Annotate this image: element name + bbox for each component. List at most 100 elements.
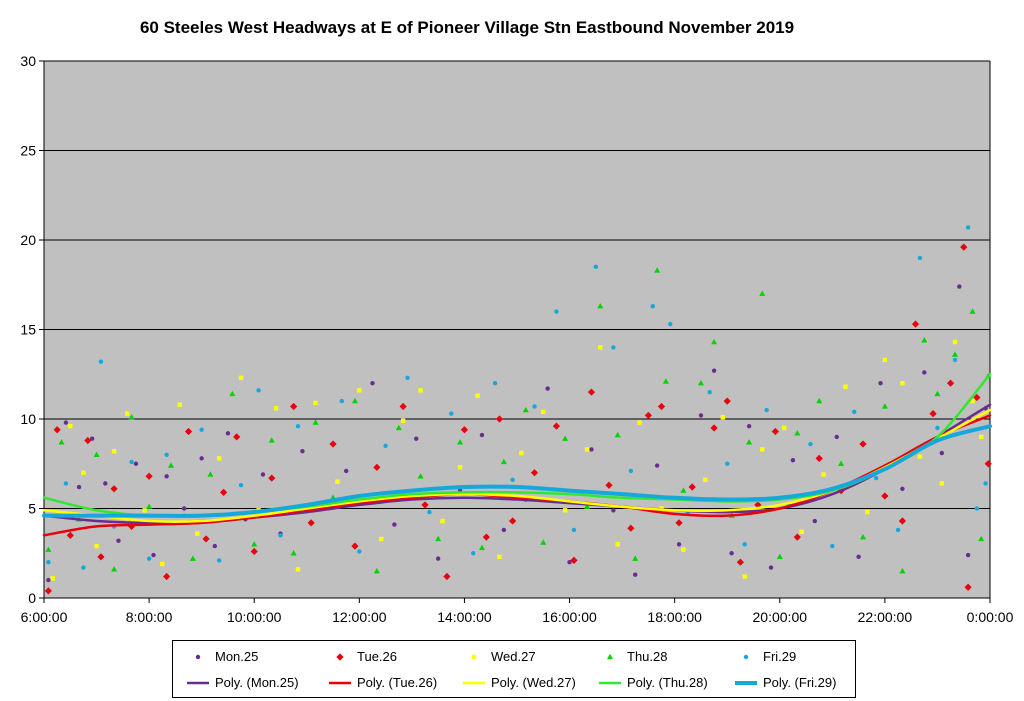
data-point xyxy=(295,423,301,429)
data-point xyxy=(163,572,171,581)
data-point xyxy=(965,552,971,558)
data-point xyxy=(812,518,818,524)
data-point xyxy=(151,552,156,558)
data-point xyxy=(736,558,744,566)
data-point xyxy=(711,368,717,373)
data-point xyxy=(698,413,704,418)
data-point xyxy=(951,351,958,357)
data-point xyxy=(680,487,687,493)
legend-label: Mon.25 xyxy=(215,649,259,664)
data-point xyxy=(911,320,920,328)
legend-item: Poly. (Wed.27) xyxy=(463,675,576,691)
data-point xyxy=(475,393,480,398)
data-point xyxy=(373,567,380,574)
data-point xyxy=(111,449,117,454)
legend-label: Poly. (Fri.29) xyxy=(763,675,837,690)
data-point xyxy=(921,337,928,343)
data-point xyxy=(45,546,52,552)
data-point xyxy=(290,402,298,411)
data-point xyxy=(973,393,981,402)
data-point xyxy=(216,558,222,563)
data-point xyxy=(50,576,55,581)
data-point xyxy=(168,462,175,468)
data-point xyxy=(934,390,941,397)
data-point xyxy=(960,243,968,251)
data-point xyxy=(742,574,747,579)
data-point xyxy=(307,519,315,527)
legend-line-swatch xyxy=(463,675,485,691)
data-point xyxy=(895,527,901,533)
data-point xyxy=(899,567,906,574)
data-point xyxy=(68,423,73,429)
data-point xyxy=(760,447,765,452)
legend-label: Thu.28 xyxy=(627,649,668,664)
data-point xyxy=(970,398,975,404)
data-point xyxy=(133,461,139,466)
data-point xyxy=(238,483,244,488)
x-tick-label: 14:00:00 xyxy=(437,609,492,625)
data-point xyxy=(256,388,261,393)
data-point xyxy=(541,409,546,415)
data-point xyxy=(676,542,682,547)
legend-marker-swatch xyxy=(735,649,757,665)
data-point xyxy=(873,475,879,481)
data-point xyxy=(668,321,673,327)
legend-item: Tue.26 xyxy=(329,649,397,665)
x-tick-label: 6:00:00 xyxy=(21,609,68,625)
data-point xyxy=(856,554,861,560)
legend-item: Poly. (Tue.26) xyxy=(329,675,437,691)
data-point xyxy=(202,535,210,543)
data-point xyxy=(449,411,454,416)
data-point xyxy=(881,492,889,500)
data-point xyxy=(707,389,712,395)
legend-label: Poly. (Mon.25) xyxy=(215,675,299,690)
data-point xyxy=(300,449,305,454)
data-point xyxy=(268,474,276,482)
data-point xyxy=(395,424,402,431)
data-point xyxy=(111,566,118,572)
data-point xyxy=(128,414,135,420)
legend-label: Wed.27 xyxy=(491,649,536,664)
data-point xyxy=(145,472,153,480)
data-point xyxy=(598,345,603,350)
data-point xyxy=(63,481,69,486)
data-point xyxy=(440,518,445,524)
legend-line-swatch xyxy=(735,675,757,691)
x-tick-label: 0:00:00 xyxy=(967,609,1014,625)
data-point xyxy=(400,418,406,423)
data-point xyxy=(952,339,958,345)
data-point xyxy=(519,450,524,456)
data-point xyxy=(405,375,410,381)
data-point xyxy=(974,506,980,511)
data-point xyxy=(399,402,407,411)
data-point xyxy=(793,533,801,541)
data-point xyxy=(720,415,726,420)
data-point xyxy=(723,397,731,405)
data-point xyxy=(164,452,169,457)
data-point xyxy=(644,411,652,420)
data-point xyxy=(251,541,258,547)
data-point xyxy=(146,503,153,509)
data-point xyxy=(46,560,51,565)
data-point xyxy=(142,508,147,513)
data-point xyxy=(540,539,547,545)
legend-label: Poly. (Wed.27) xyxy=(491,675,576,690)
legend-marker-swatch xyxy=(599,649,621,665)
data-point xyxy=(764,407,769,413)
data-point xyxy=(58,439,65,445)
data-point xyxy=(53,426,61,434)
data-point xyxy=(637,420,642,425)
data-point xyxy=(984,460,992,468)
x-tick-label: 10:00:00 xyxy=(227,609,282,625)
legend-item: Thu.28 xyxy=(599,649,667,665)
data-point xyxy=(768,565,774,570)
data-point xyxy=(605,481,613,489)
legend-label: Tue.26 xyxy=(357,649,397,664)
data-point xyxy=(759,290,766,296)
x-tick-label: 16:00:00 xyxy=(542,609,597,625)
y-tick-label: 0 xyxy=(28,590,36,606)
data-point xyxy=(457,439,464,445)
data-point xyxy=(654,463,660,468)
legend-marker-swatch xyxy=(329,649,351,665)
data-point xyxy=(742,542,747,547)
